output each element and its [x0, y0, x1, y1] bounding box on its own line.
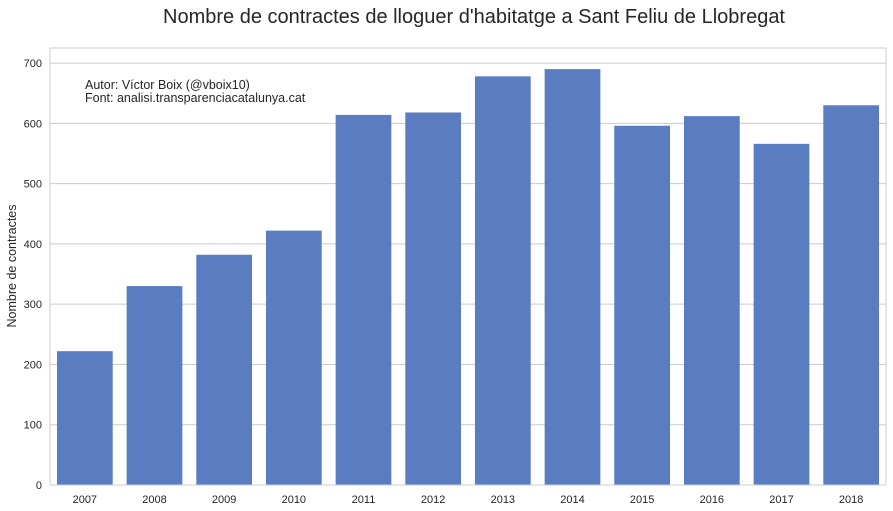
chart-title: Nombre de contractes de lloguer d'habita… [163, 6, 785, 28]
x-tick-label-2013: 2013 [491, 494, 515, 506]
y-tick-label-500: 500 [24, 179, 42, 191]
bar-2016 [683, 116, 740, 485]
bar-2009 [196, 254, 253, 485]
bar-2017 [753, 143, 810, 485]
x-tick-label-2014: 2014 [560, 494, 584, 506]
source-annotation: Font: analisi.transparenciacatalunya.cat [85, 91, 306, 105]
x-tick-label-2008: 2008 [142, 494, 166, 506]
x-tick-label-2018: 2018 [839, 494, 863, 506]
y-tick-labels: 0 100 200 300 400 500 600 700 [24, 58, 42, 492]
bar-2013 [474, 76, 531, 486]
y-tick-label-200: 200 [24, 359, 42, 371]
y-tick-label-100: 100 [24, 420, 42, 432]
bar-2015 [614, 125, 671, 485]
x-tick-label-2007: 2007 [73, 494, 97, 506]
x-tick-label-2015: 2015 [630, 494, 654, 506]
x-tick-label-2011: 2011 [352, 494, 376, 506]
x-tick-label-2017: 2017 [769, 494, 793, 506]
bar-2008 [126, 286, 183, 485]
x-tick-labels: 2007 2008 2009 2010 2011 2012 2013 2014 2015 2016… [73, 494, 864, 506]
author-annotation: Autor: Víctor Boix (@vboix10) [85, 78, 250, 92]
y-tick-label-700: 700 [24, 58, 42, 70]
x-tick-label-2016: 2016 [700, 494, 724, 506]
bar-2007 [56, 351, 113, 485]
x-tick-label-2010: 2010 [282, 494, 306, 506]
x-tick-label-2009: 2009 [212, 494, 236, 506]
y-tick-label-0: 0 [36, 480, 42, 492]
y-axis-label: Nombre de contractes [5, 205, 19, 328]
y-tick-label-400: 400 [24, 239, 42, 251]
bar-2014 [544, 69, 601, 485]
bar-2010 [265, 230, 322, 485]
bars [56, 69, 880, 486]
bar-2012 [405, 112, 462, 485]
bar-2011 [335, 114, 392, 486]
y-tick-label-300: 300 [24, 299, 42, 311]
bar-2018 [823, 105, 880, 485]
plot-frame [49, 47, 887, 486]
x-tick-label-2012: 2012 [421, 494, 445, 506]
y-gridlines [50, 62, 886, 486]
y-tick-label-600: 600 [24, 118, 42, 130]
